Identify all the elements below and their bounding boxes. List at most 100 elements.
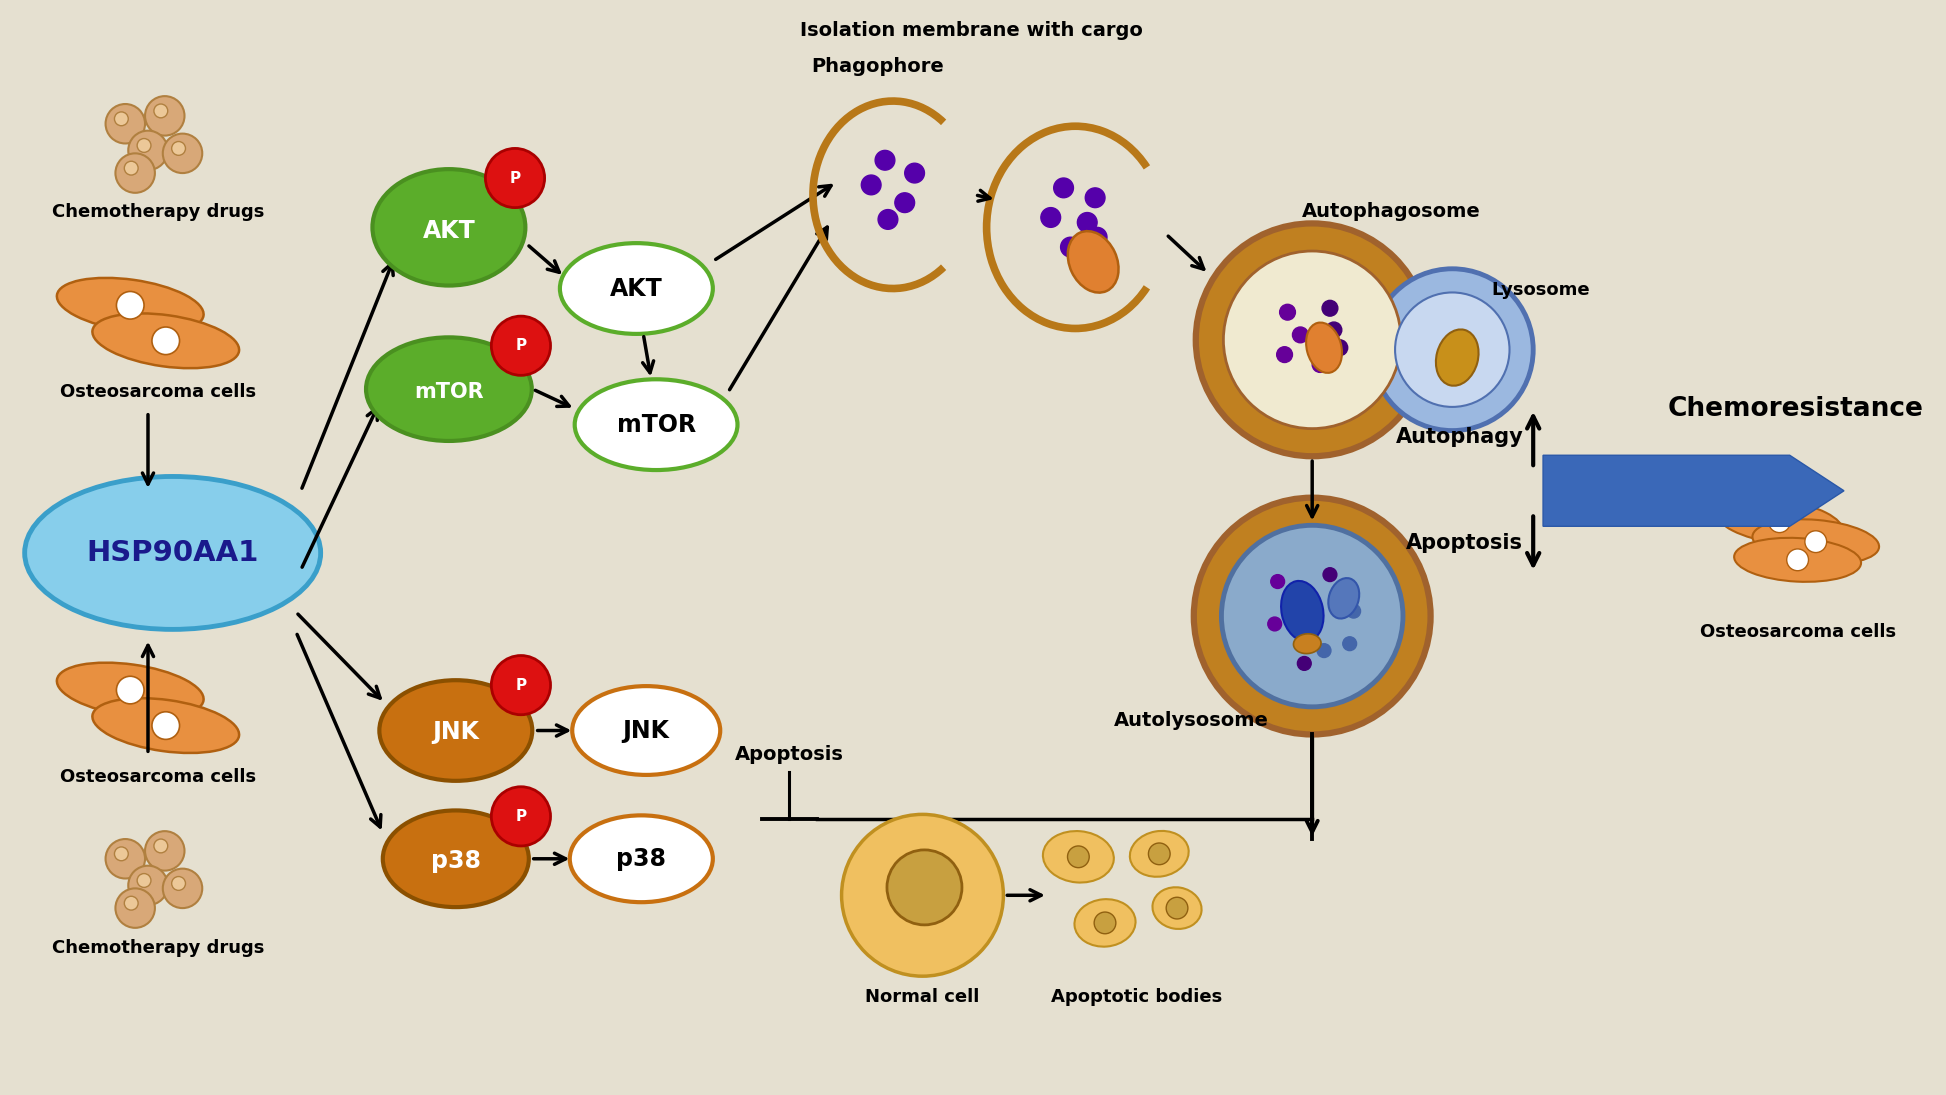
Circle shape: [1267, 618, 1282, 631]
Circle shape: [154, 839, 167, 853]
Ellipse shape: [1280, 581, 1323, 642]
Ellipse shape: [1294, 634, 1321, 654]
Circle shape: [1078, 212, 1098, 232]
Circle shape: [115, 888, 156, 927]
Circle shape: [1292, 327, 1308, 343]
Circle shape: [1222, 526, 1403, 707]
Circle shape: [887, 850, 961, 925]
Text: Apoptosis: Apoptosis: [1407, 533, 1524, 553]
Text: Osteosarcoma cells: Osteosarcoma cells: [60, 768, 257, 786]
Circle shape: [171, 141, 185, 155]
Circle shape: [1271, 575, 1284, 588]
Circle shape: [136, 874, 152, 887]
Circle shape: [125, 161, 138, 175]
Ellipse shape: [1734, 538, 1860, 581]
Text: Isolation membrane with cargo: Isolation membrane with cargo: [800, 21, 1142, 39]
Text: Phagophore: Phagophore: [811, 57, 944, 76]
Circle shape: [1321, 300, 1337, 316]
Circle shape: [105, 104, 146, 143]
Circle shape: [1088, 228, 1107, 247]
Circle shape: [1041, 208, 1061, 228]
FancyArrow shape: [1543, 456, 1845, 527]
Circle shape: [1395, 292, 1510, 407]
Text: Chemotherapy drugs: Chemotherapy drugs: [53, 938, 265, 957]
Circle shape: [171, 876, 185, 890]
Circle shape: [1372, 268, 1533, 430]
Ellipse shape: [1068, 231, 1119, 292]
Ellipse shape: [91, 313, 239, 368]
Text: mTOR: mTOR: [414, 382, 485, 402]
Text: p38: p38: [617, 846, 666, 871]
Text: JNK: JNK: [432, 721, 479, 745]
Circle shape: [1166, 897, 1187, 919]
Ellipse shape: [1152, 887, 1201, 929]
Circle shape: [1068, 846, 1090, 867]
Circle shape: [115, 112, 128, 126]
Text: HSP90AA1: HSP90AA1: [86, 539, 259, 567]
Ellipse shape: [372, 169, 525, 286]
Ellipse shape: [570, 816, 712, 902]
Circle shape: [1343, 637, 1356, 650]
Ellipse shape: [1074, 899, 1136, 947]
Ellipse shape: [1131, 831, 1189, 877]
Text: P: P: [516, 338, 527, 354]
Circle shape: [152, 327, 179, 355]
Circle shape: [1061, 238, 1080, 257]
Circle shape: [146, 831, 185, 871]
Circle shape: [905, 163, 924, 183]
Circle shape: [1298, 657, 1312, 670]
Text: Autolysosome: Autolysosome: [1115, 711, 1269, 730]
Ellipse shape: [1043, 831, 1113, 883]
Circle shape: [1086, 188, 1105, 208]
Text: Apoptosis: Apoptosis: [736, 745, 845, 763]
Circle shape: [490, 316, 551, 376]
Circle shape: [862, 175, 882, 195]
Circle shape: [1053, 178, 1074, 198]
Circle shape: [1769, 511, 1790, 532]
Circle shape: [117, 291, 144, 319]
Circle shape: [1804, 531, 1827, 553]
Text: AKT: AKT: [422, 219, 475, 243]
Circle shape: [125, 897, 138, 910]
Circle shape: [1277, 347, 1292, 362]
Circle shape: [136, 139, 152, 152]
Circle shape: [128, 866, 167, 906]
Text: Autophagy: Autophagy: [1395, 427, 1524, 447]
Circle shape: [1280, 304, 1296, 320]
Ellipse shape: [1306, 323, 1343, 373]
Ellipse shape: [56, 278, 204, 333]
Ellipse shape: [560, 243, 712, 334]
Circle shape: [490, 656, 551, 715]
Circle shape: [1317, 644, 1331, 657]
Text: Apoptotic bodies: Apoptotic bodies: [1051, 988, 1222, 1006]
Text: Chemoresistance: Chemoresistance: [1668, 396, 1923, 422]
Text: Autophagosome: Autophagosome: [1302, 203, 1481, 221]
Circle shape: [117, 677, 144, 704]
Ellipse shape: [25, 476, 321, 630]
Text: Normal cell: Normal cell: [866, 988, 979, 1006]
Circle shape: [1224, 251, 1401, 428]
Circle shape: [1323, 567, 1337, 581]
Ellipse shape: [1436, 330, 1479, 385]
Circle shape: [1294, 598, 1308, 611]
Text: Osteosarcoma cells: Osteosarcoma cells: [1699, 623, 1895, 641]
Text: JNK: JNK: [623, 718, 669, 742]
Text: P: P: [516, 678, 527, 693]
Ellipse shape: [366, 337, 531, 441]
Text: Chemotherapy drugs: Chemotherapy drugs: [53, 203, 265, 220]
Ellipse shape: [1716, 498, 1843, 545]
Circle shape: [1325, 322, 1343, 338]
Circle shape: [105, 839, 146, 878]
Circle shape: [163, 134, 202, 173]
Circle shape: [1148, 843, 1170, 865]
Circle shape: [1786, 549, 1808, 570]
Circle shape: [1347, 604, 1360, 618]
Ellipse shape: [1753, 519, 1880, 564]
Text: p38: p38: [430, 849, 481, 873]
Ellipse shape: [379, 680, 533, 781]
Ellipse shape: [1329, 578, 1358, 619]
Circle shape: [1094, 912, 1115, 934]
Circle shape: [115, 846, 128, 861]
Circle shape: [878, 209, 897, 229]
Ellipse shape: [574, 379, 738, 470]
